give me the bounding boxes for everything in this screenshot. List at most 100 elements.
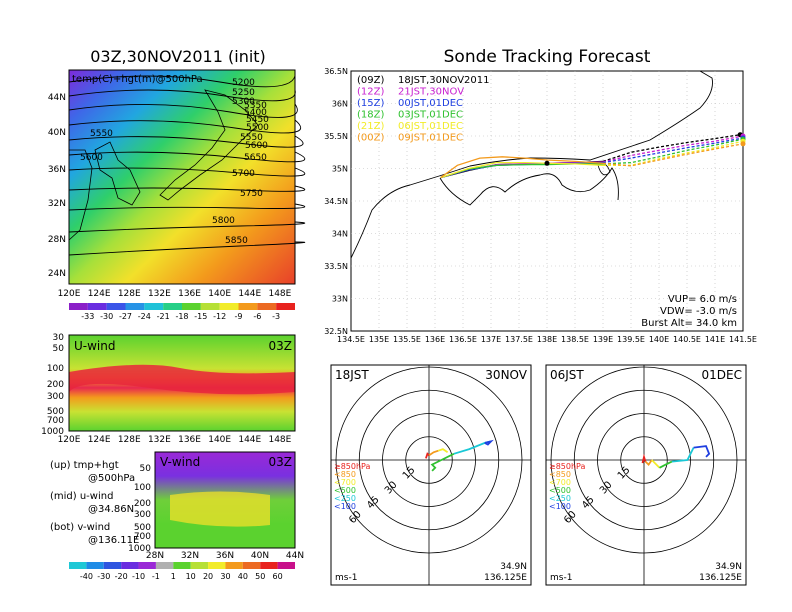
colorbar-label: -30 (97, 572, 110, 581)
tracking-legend: (09Z) 18JST,30NOV2011 (12Z) 21JST,30NOV (15Z… (357, 75, 490, 144)
param-vdw: VDW= -3.0 m/s (660, 306, 737, 317)
lon-tick-label: 144E (238, 289, 261, 299)
colorbar-label: -21 (157, 312, 170, 321)
lat-tick-label: 28N (48, 235, 66, 245)
level-legend: <500 (549, 486, 571, 495)
colorbar-label: -3 (272, 312, 280, 321)
lon-tick-label: 138.5E (561, 335, 589, 344)
lon-tick-label: 134.5E (337, 335, 365, 344)
hodograph-segment (641, 453, 647, 464)
colorbar-swatch (87, 303, 107, 310)
colorbar-label: -12 (213, 312, 226, 321)
lat-tick-label: 35N (332, 165, 348, 174)
lon-tick-label: 140E (649, 335, 669, 344)
colorbar-swatch (155, 562, 174, 569)
lon-tick-label: 139E (593, 335, 613, 344)
lat-tick-label: 36.5N (324, 67, 348, 76)
contour-label: 5200 (232, 78, 255, 88)
colorbar-label: -27 (119, 312, 132, 321)
legend-code: (00Z) (357, 133, 384, 144)
param-burst: Burst Alt= 34.0 km (641, 318, 737, 329)
colorbar-label: -9 (235, 312, 243, 321)
lon-tick-label: 136E (425, 335, 445, 344)
pressure-tick-label: 200 (47, 380, 64, 390)
lon-tick-label: 148E (268, 435, 291, 445)
pressure-tick-label: 700 (134, 532, 151, 542)
lat-tick-label: 44N (48, 93, 66, 103)
left-top-lon-ticks: 120E 124E 128E 132E 136E 140E 144E 148E (58, 289, 292, 299)
legend-mid: (mid) u-wind (50, 491, 113, 502)
colorbar-label: 1 (171, 572, 176, 581)
legend-entry: 18JST,30NOV2011 (398, 75, 490, 86)
legend-code: (12Z) (357, 87, 384, 98)
colorbar-label: -40 (80, 572, 93, 581)
colorbar-label: -18 (175, 312, 188, 321)
lon-tick-label: 139.5E (617, 335, 645, 344)
v-wind-positive-region (170, 491, 270, 527)
legend-bot: (bot) v-wind (50, 522, 110, 533)
contour-label: 5400 (244, 108, 267, 118)
level-legend: ≥850hPa (334, 462, 371, 471)
level-legend: <850 (334, 470, 356, 479)
lon-tick-label: 136E (178, 289, 201, 299)
legend-entry: 21JST,30NOV (398, 87, 464, 98)
legend-up-level: @500hPa (88, 473, 135, 484)
colorbar-swatch (173, 562, 191, 569)
korea-coastline (94, 141, 141, 206)
lat-tick-label: 32N (48, 199, 66, 209)
pressure-tick-label: 50 (140, 464, 152, 474)
contour-label: 5450 (246, 115, 269, 125)
hodo-unit: ms-1 (550, 573, 572, 583)
contour-label: 5800 (212, 216, 235, 226)
colorbar-label: 60 (273, 572, 283, 581)
lon-tick-label: 140E (208, 289, 231, 299)
contour-label: 5600 (245, 141, 268, 151)
hodograph-segment (430, 452, 455, 472)
colorbar-swatch (190, 562, 209, 569)
level-legend: <100 (334, 502, 356, 511)
lon-tick-label: 137E (481, 335, 501, 344)
pressure-tick-label: 100 (134, 483, 151, 493)
v-wind-frame (154, 451, 296, 549)
lat-tick-label: 35.5N (324, 132, 348, 141)
lon-tick-label: 120E (58, 435, 81, 445)
colorbar-label: -30 (100, 312, 113, 321)
pressure-tick-label: 50 (53, 344, 65, 354)
lon-tick-label: 128E (118, 435, 141, 445)
sonde-track-descent (602, 138, 744, 165)
hodo-time: 06JST (550, 368, 584, 382)
lat-tick-label: 44N (286, 551, 304, 561)
overlay-label: temp(C)+hgt(m)@500hPa (72, 74, 203, 85)
pressure-tick-label: 700 (47, 416, 64, 426)
contour-label: 5600 (80, 153, 103, 163)
lat-tick-label: 34.5N (324, 197, 348, 206)
contour-label: 5500 (246, 123, 269, 133)
height-contours (68, 75, 306, 256)
hodograph-segment (425, 452, 430, 459)
hodograph-frame (545, 364, 747, 586)
pressure-tick-label: 300 (47, 392, 64, 402)
lon-tick-label: 144E (238, 435, 261, 445)
panel-legend-text: (up) tmp+hgt @500hPa (mid) u-wind @34.86… (50, 460, 139, 546)
colorbar-swatch (144, 303, 164, 310)
lon-tick-label: 140.5E (673, 335, 701, 344)
lon-tick-label: 141E (705, 335, 725, 344)
sonde-track-ascent (440, 156, 604, 179)
sonde-tracks (440, 132, 746, 179)
u-wind-lon-ticks: 120E 124E 128E 132E 136E 140E 144E 148E (58, 435, 292, 445)
level-legend: <850 (549, 470, 571, 479)
hodo-time: 18JST (335, 368, 369, 382)
sonde-track-descent (602, 135, 744, 163)
colorbar-label: -24 (138, 312, 151, 321)
pressure-tick-label: 1000 (128, 544, 151, 554)
hodo-lat: 34.9N (715, 562, 742, 572)
level-legend: <500 (334, 486, 356, 495)
colorbar-swatch (200, 303, 220, 310)
pressure-tick-label: 500 (47, 407, 64, 417)
colorbar-swatch (103, 562, 122, 569)
pressure-tick-label: 300 (134, 510, 151, 520)
legend-up: (up) tmp+hgt (50, 460, 119, 471)
legend-code: (21Z) (357, 121, 384, 132)
hodo-lon: 136.125E (699, 573, 742, 583)
